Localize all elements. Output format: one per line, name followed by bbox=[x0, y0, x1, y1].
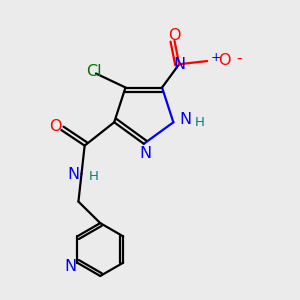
Text: +: + bbox=[211, 52, 221, 64]
Text: N: N bbox=[179, 112, 191, 127]
Text: N: N bbox=[64, 259, 76, 274]
Text: O: O bbox=[168, 28, 181, 43]
Text: H: H bbox=[195, 116, 205, 129]
Text: Cl: Cl bbox=[87, 64, 102, 80]
Text: N: N bbox=[139, 146, 152, 160]
Text: N: N bbox=[68, 167, 80, 182]
Text: O: O bbox=[218, 52, 230, 68]
Text: -: - bbox=[236, 51, 242, 66]
Text: H: H bbox=[88, 169, 98, 183]
Text: O: O bbox=[50, 119, 62, 134]
Text: N: N bbox=[173, 57, 185, 72]
